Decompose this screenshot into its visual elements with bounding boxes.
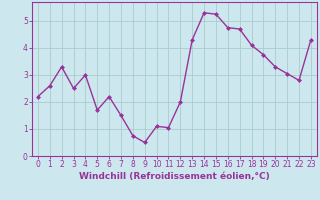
X-axis label: Windchill (Refroidissement éolien,°C): Windchill (Refroidissement éolien,°C) [79, 172, 270, 181]
